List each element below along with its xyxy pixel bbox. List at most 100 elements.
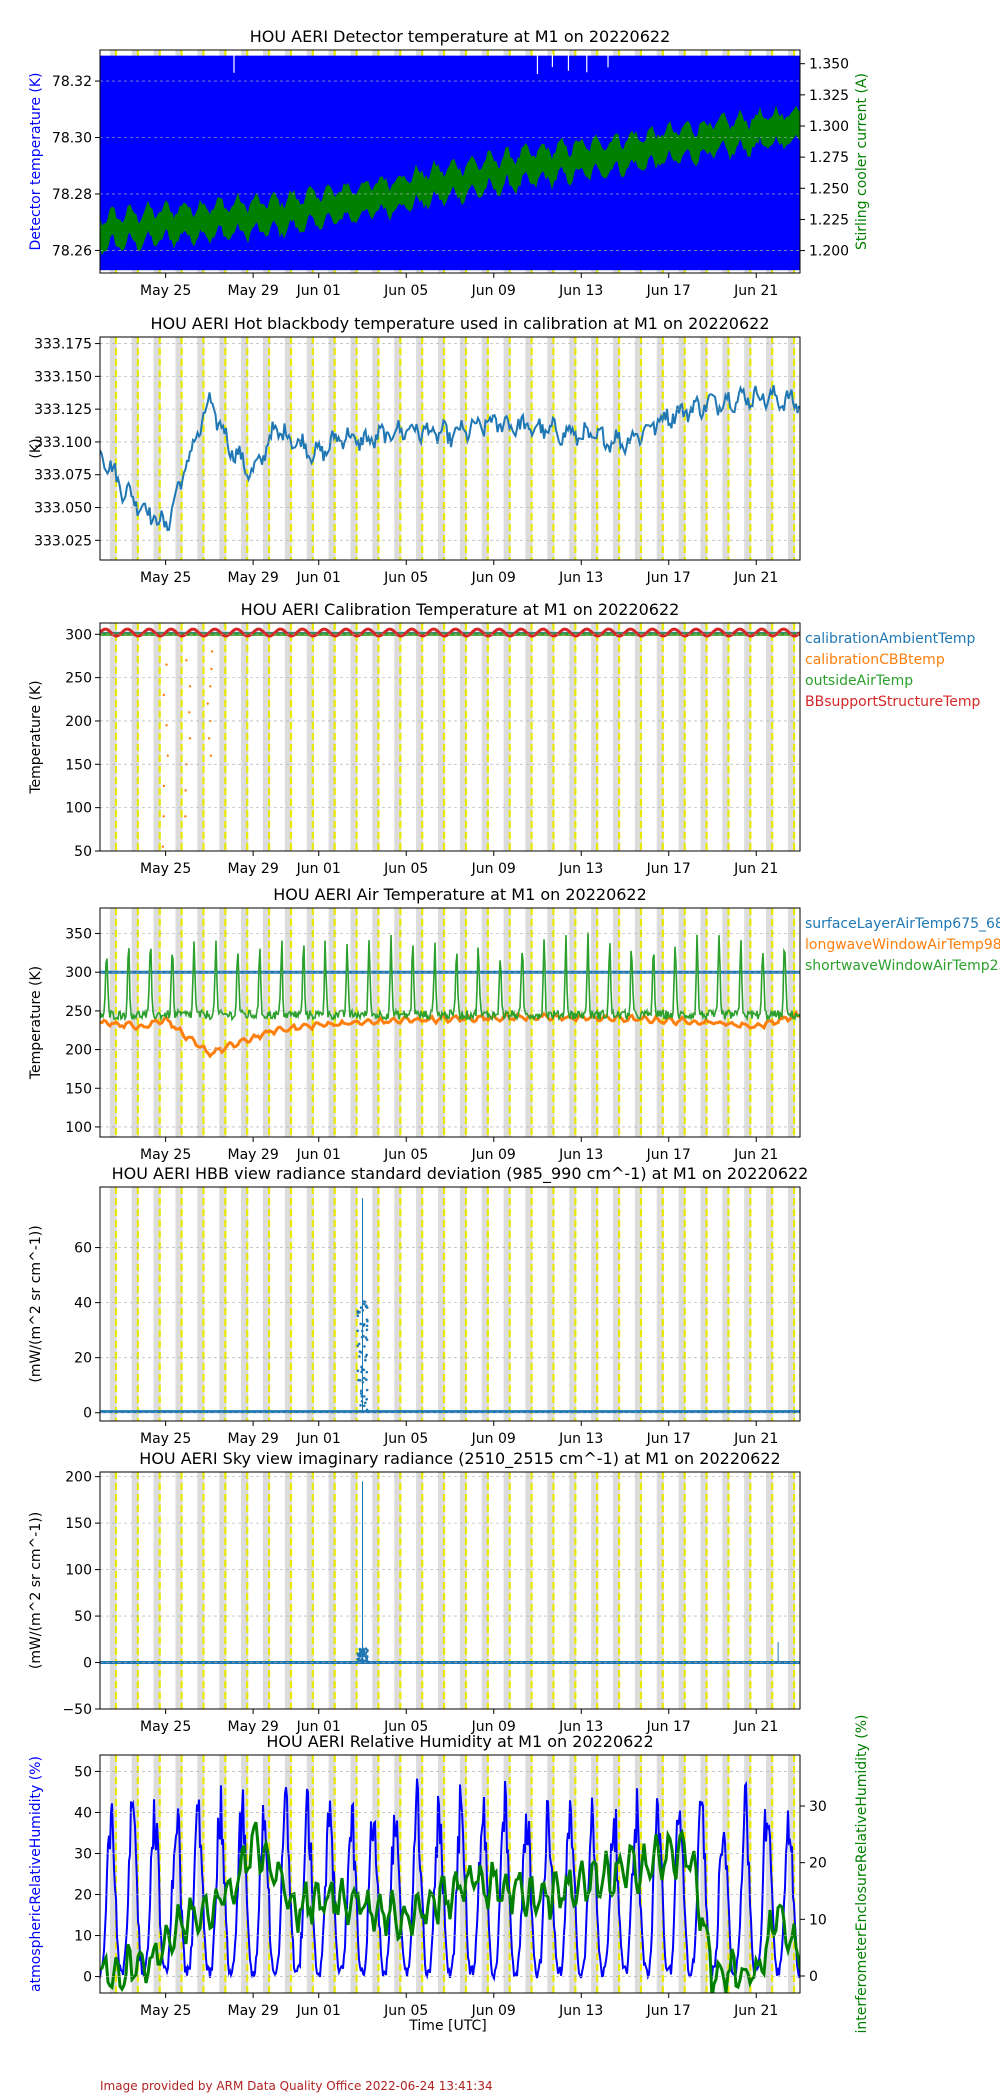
night-band — [547, 337, 555, 560]
night-band — [525, 1472, 533, 1709]
night-band — [612, 337, 620, 560]
x-tick-label: Jun 01 — [296, 861, 341, 877]
night-band — [634, 623, 642, 851]
burst-point — [357, 1657, 361, 1661]
night-band — [416, 1755, 424, 1993]
night-band — [175, 337, 183, 560]
night-band — [678, 1187, 686, 1421]
night-band — [787, 1755, 795, 1993]
plot-area — [100, 1755, 800, 1993]
dropout-point — [184, 815, 187, 818]
x-tick-label: Jun 17 — [646, 1719, 691, 1735]
y-axis-label: (K) — [28, 438, 44, 458]
y-tick-label: 10 — [74, 1929, 92, 1945]
dropout-point — [207, 737, 211, 740]
night-band — [175, 1755, 183, 1993]
x-tick-label: Jun 17 — [646, 2003, 691, 2019]
night-band — [153, 1755, 161, 1993]
night-band — [744, 908, 752, 1137]
x-tick-label: Jun 21 — [733, 1431, 778, 1447]
night-band — [700, 337, 708, 560]
night-band — [744, 1755, 752, 1993]
dropout-point — [166, 754, 169, 757]
night-band — [547, 908, 555, 1137]
x-tick-label: Jun 21 — [733, 861, 778, 877]
night-band — [459, 1472, 467, 1709]
burst-point — [365, 1408, 369, 1412]
x-tick-label: Jun 13 — [558, 283, 603, 299]
night-band — [219, 908, 227, 1137]
night-band — [416, 1187, 424, 1421]
night-band — [591, 1187, 599, 1421]
night-band — [109, 337, 117, 560]
night-band — [459, 908, 467, 1137]
plot-frame — [99, 336, 801, 561]
y-tick-label: 250 — [65, 1004, 92, 1020]
dropout-point — [185, 659, 188, 662]
burst-point — [358, 1655, 362, 1658]
y-tick-label: 333.100 — [34, 435, 92, 451]
x-tick-label: Jun 13 — [558, 2003, 603, 2019]
night-band — [569, 1187, 577, 1421]
dropout-point — [188, 737, 192, 740]
night-band — [525, 1755, 533, 1993]
night-band — [766, 337, 774, 560]
night-band — [700, 1755, 708, 1993]
dropout-point — [188, 711, 191, 714]
night-band — [459, 1187, 467, 1421]
night-band — [262, 1187, 270, 1421]
night-band — [284, 623, 292, 851]
night-band — [481, 1755, 489, 1993]
night-band — [787, 1472, 795, 1709]
chart-title: HOU AERI Calibration Temperature at M1 o… — [241, 600, 680, 619]
x-tick-label: May 29 — [228, 1431, 279, 1447]
x-tick-label: Jun 09 — [471, 1431, 516, 1447]
x-tick-label: Jun 01 — [296, 2003, 341, 2019]
night-band — [459, 1755, 467, 1993]
series-calibrationCBBtemp — [100, 632, 800, 848]
night-band — [153, 337, 161, 560]
series-interferometerEnclosureRelativeHumidity — [100, 1821, 800, 1993]
night-band — [810, 1187, 817, 1421]
y-tick-label-right: 1.300 — [809, 119, 849, 135]
night-band — [722, 908, 730, 1137]
series-s1 — [100, 105, 800, 256]
y-tick-label-right: 1.325 — [809, 88, 849, 104]
plot-area — [100, 337, 800, 560]
night-band — [416, 337, 424, 560]
night-band — [722, 1755, 730, 1993]
plot-area — [100, 908, 800, 1137]
x-tick-label: Jun 09 — [471, 2003, 516, 2019]
night-band — [744, 337, 752, 560]
night-band — [634, 1472, 642, 1709]
burst-point — [362, 1302, 366, 1306]
series-line — [100, 1009, 800, 1059]
night-band — [569, 623, 577, 851]
night-band — [525, 1187, 533, 1421]
burst-point — [360, 1389, 363, 1393]
night-band — [416, 1472, 424, 1709]
night-band — [766, 1187, 774, 1421]
dropout-point — [210, 667, 213, 671]
x-tick-label: May 25 — [140, 570, 191, 586]
y-tick-label: 60 — [74, 1241, 92, 1257]
series-s0 — [100, 384, 800, 532]
y-axis-label: (mW/(m^2 sr cm^-1)) — [28, 1225, 44, 1382]
x-tick-label: Jun 05 — [383, 570, 428, 586]
burst-point — [365, 1353, 368, 1357]
legend-entry: calibrationAmbientTemp — [805, 631, 975, 647]
y-tick-label-right: 20 — [809, 1856, 827, 1872]
x-tick-label: May 25 — [140, 1147, 191, 1163]
dropout-point — [209, 754, 213, 757]
night-band — [722, 1472, 730, 1709]
night-band — [262, 908, 270, 1137]
night-band — [109, 1187, 117, 1421]
y-tick-label-right: 10 — [809, 1912, 827, 1928]
burst-point — [365, 1328, 369, 1332]
night-band — [656, 1187, 664, 1421]
night-band — [591, 908, 599, 1137]
night-band — [328, 337, 336, 560]
x-tick-label: Jun 05 — [383, 1431, 428, 1447]
burst-point — [356, 1652, 359, 1655]
y-tick-label: 78.30 — [52, 131, 92, 147]
